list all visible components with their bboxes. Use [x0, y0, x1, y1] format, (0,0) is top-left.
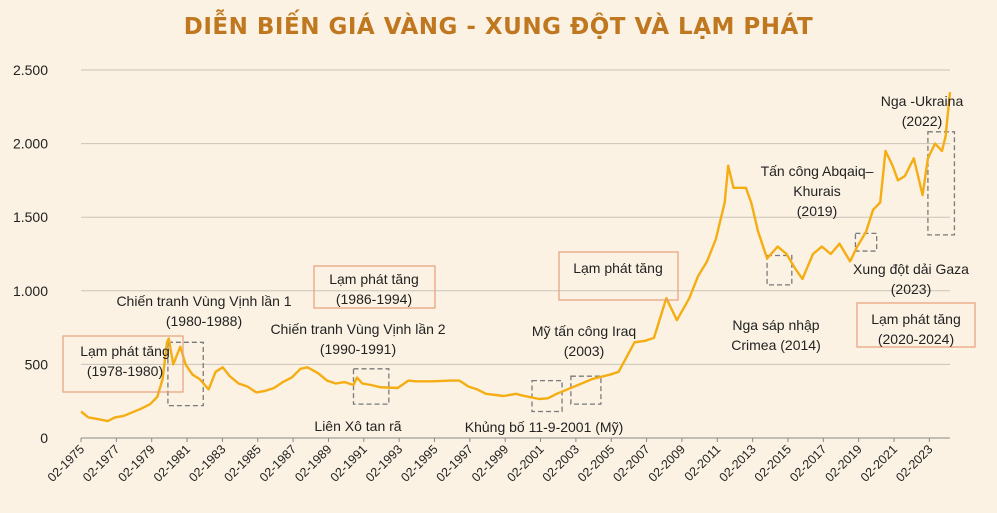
highlight-box: [167, 341, 204, 407]
x-tick-label: 02-1989: [292, 442, 334, 484]
y-tick-label: 2.000: [13, 136, 48, 152]
annotation-label: Lạm phát tăng (2020-2024): [871, 311, 961, 347]
x-tick-label: 02-1999: [469, 442, 511, 484]
x-tick-label: 02-2001: [504, 442, 546, 484]
x-tick-label: 02-2013: [716, 442, 758, 484]
chart-title: DIỄN BIẾN GIÁ VÀNG - XUNG ĐỘT VÀ LẠM PHÁ…: [183, 14, 814, 40]
annotation-label: Lạm phát tăng: [573, 260, 663, 276]
x-tick-label: 02-2003: [540, 442, 582, 484]
x-tick-label: 02-1975: [45, 442, 87, 484]
x-tick-label: 02-1981: [151, 442, 193, 484]
y-tick-label: 1.500: [13, 209, 48, 225]
annotation-label: Chiến tranh Vùng Vịnh lần 1 (1980-1988): [116, 293, 291, 329]
x-tick-label: 02-2017: [787, 442, 829, 484]
x-tick-label: 02-2021: [858, 442, 900, 484]
x-tick-label: 02-1993: [363, 442, 405, 484]
annotation-label: Mỹ tấn công Iraq (2003): [532, 323, 636, 359]
gold-price-line: [80, 91, 952, 423]
annotation-label: Lạm phát tăng (1978-1980): [80, 343, 170, 379]
annotation-box: [558, 251, 679, 301]
x-tick-label: 02-1983: [186, 442, 228, 484]
y-tick-label: 500: [25, 356, 49, 372]
annotation-label: Khủng bố 11-9-2001 (Mỹ): [465, 419, 624, 435]
x-tick-label: 02-1979: [115, 442, 157, 484]
annotation-box: [856, 302, 976, 348]
x-tick-label: 02-2015: [752, 442, 794, 484]
annotation-label: Xung đột dải Gaza (2023): [853, 261, 969, 297]
x-tick-label: 02-1985: [222, 442, 264, 484]
annotation-box: [313, 265, 436, 309]
annotation-label: Nga sáp nhập Crimea (2014): [731, 317, 820, 353]
annotation-label: Lạm phát tăng (1986-1994): [329, 271, 419, 307]
highlight-box: [531, 379, 563, 413]
highlight-box: [570, 375, 602, 405]
x-tick-label: 02-1995: [398, 442, 440, 484]
y-tick-label: 2.500: [13, 62, 48, 78]
x-tick-label: 02-2007: [610, 442, 652, 484]
annotation-label: Chiến tranh Vùng Vịnh lần 2 (1990-1991): [270, 321, 445, 357]
x-tick-label: 02-2009: [646, 442, 688, 484]
x-tick-label: 02-2005: [575, 442, 617, 484]
x-tick-label: 02-1987: [257, 442, 299, 484]
annotation-label: Liên Xô tan rã: [314, 418, 401, 434]
x-tick-label: 02-2011: [682, 442, 724, 484]
x-tick-label: 02-1991: [328, 442, 370, 484]
x-tick-label: 02-2023: [893, 442, 935, 484]
x-tick-label: 02-1997: [434, 442, 476, 484]
highlight-box: [352, 368, 390, 405]
annotation-box: [62, 335, 184, 393]
x-tick-label: 02-1977: [80, 442, 122, 484]
highlight-box: [766, 254, 793, 286]
x-tick-label: 02-2019: [822, 442, 864, 484]
annotation-label: Tấn công Abqaiq– Khurais (2019): [761, 163, 874, 219]
highlight-box: [927, 131, 956, 236]
y-tick-label: 1.000: [13, 283, 48, 299]
y-tick-label: 0: [40, 430, 48, 446]
annotation-label: Nga -Ukraina (2022): [881, 93, 964, 129]
